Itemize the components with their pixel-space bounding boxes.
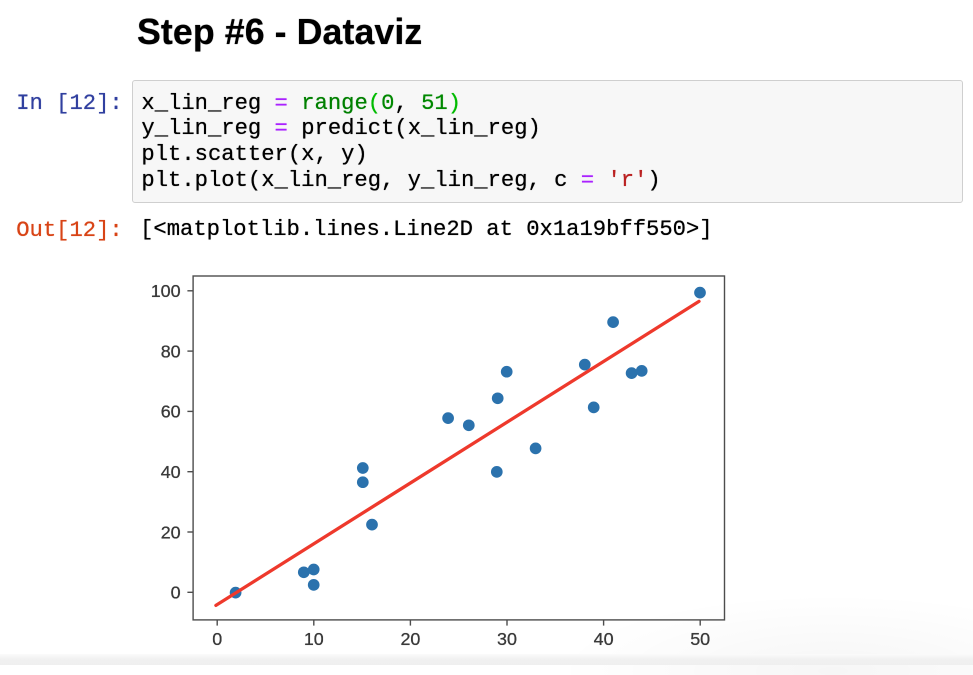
svg-text:10: 10 <box>304 629 324 649</box>
svg-text:40: 40 <box>161 462 181 482</box>
svg-text:100: 100 <box>151 281 181 301</box>
svg-text:30: 30 <box>497 629 517 649</box>
svg-text:80: 80 <box>161 341 181 361</box>
svg-text:0: 0 <box>171 583 181 603</box>
svg-text:0: 0 <box>212 629 222 649</box>
svg-text:40: 40 <box>594 629 614 649</box>
svg-text:20: 20 <box>400 629 420 649</box>
svg-text:50: 50 <box>690 629 710 649</box>
svg-text:20: 20 <box>161 522 181 542</box>
svg-text:60: 60 <box>161 402 181 422</box>
